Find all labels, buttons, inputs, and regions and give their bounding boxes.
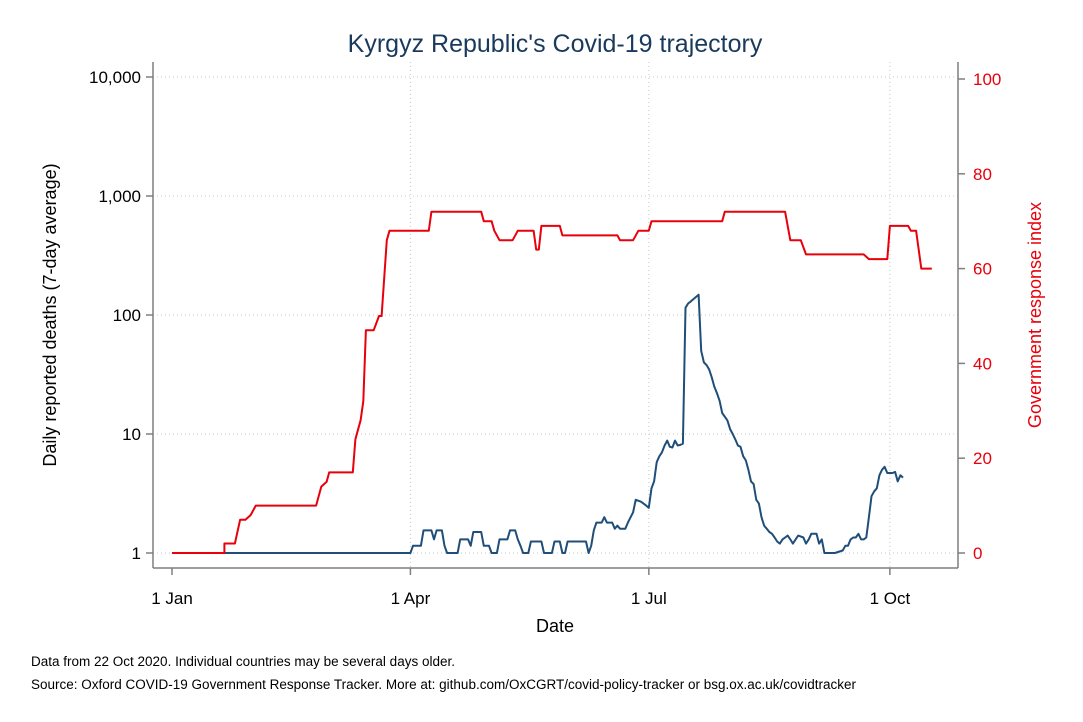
y-left-axis-label: Daily reported deaths (7-day average) (40, 163, 60, 466)
y-right-tick-label: 20 (973, 449, 992, 468)
deaths-series-line (172, 293, 904, 554)
footnote-data-date: Data from 22 Oct 2020. Individual countr… (31, 654, 455, 669)
x-tick-label: 1 Jul (631, 589, 667, 608)
x-ticks: 1 Jan 1 Apr 1 Jul 1 Oct (151, 568, 910, 608)
y-right-tick-label: 40 (973, 354, 992, 373)
x-tick-label: 1 Jan (151, 589, 193, 608)
gridlines (153, 62, 958, 568)
x-tick-label: 1 Oct (870, 589, 911, 608)
y-left-tick-label: 1 (132, 544, 141, 563)
y-right-axis-label: Government response index (1025, 202, 1045, 428)
y-right-tick-label: 100 (973, 70, 1001, 89)
series-layer (172, 210, 932, 554)
y-right-tick-label: 60 (973, 260, 992, 279)
x-axis-label: Date (536, 616, 574, 636)
y-left-ticks: 1 10 100 1,000 10,000 (89, 68, 153, 563)
response-index-series-line (172, 210, 932, 554)
y-left-tick-label: 100 (113, 306, 141, 325)
y-left-tick-label: 10,000 (89, 68, 141, 87)
y-right-ticks: 0 20 40 60 80 100 (958, 70, 1001, 563)
y-left-tick-label: 10 (122, 425, 141, 444)
chart-title: Kyrgyz Republic's Covid-19 trajectory (348, 30, 763, 58)
footnote-source: Source: Oxford COVID-19 Government Respo… (31, 677, 857, 692)
y-left-tick-label: 1,000 (98, 187, 141, 206)
y-right-tick-label: 0 (973, 544, 982, 563)
x-tick-label: 1 Apr (391, 589, 431, 608)
y-right-tick-label: 80 (973, 165, 992, 184)
